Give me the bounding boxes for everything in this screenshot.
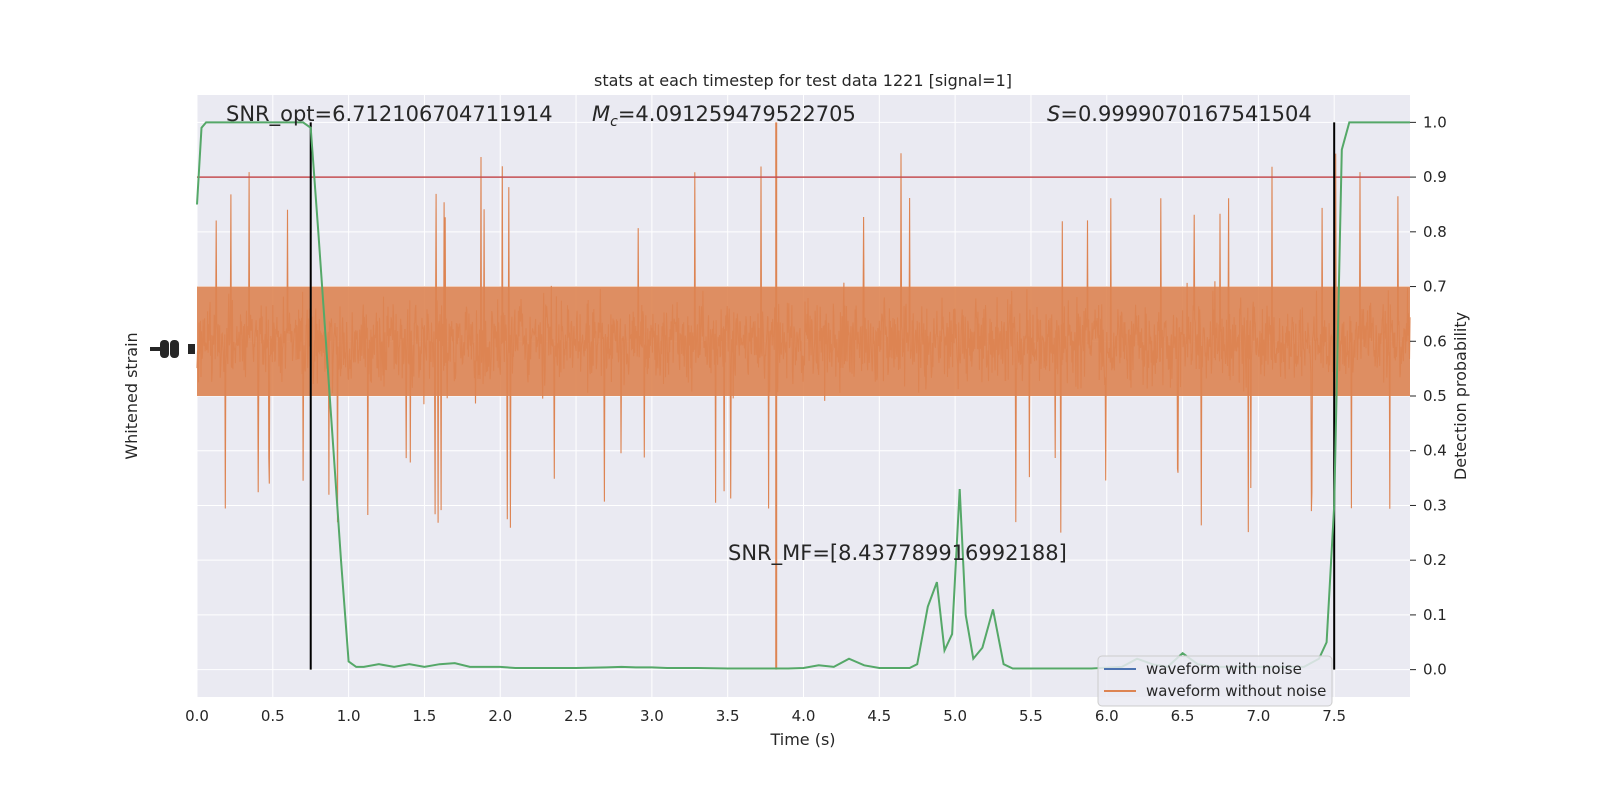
legend-label-without-noise: waveform without noise <box>1146 682 1326 700</box>
x-tick-label: 5.5 <box>1019 707 1043 725</box>
x-tick-label: 4.0 <box>792 707 816 725</box>
y-tick-label: 0.7 <box>1423 278 1447 296</box>
x-tick-label: 1.5 <box>413 707 437 725</box>
y-tick-label: 0.2 <box>1423 551 1447 569</box>
snr-opt-annotation: SNR_opt=6.712106704711914 <box>226 102 553 127</box>
x-tick-label: 0.5 <box>261 707 285 725</box>
y-tick-label: 1.0 <box>1423 113 1447 131</box>
snr-mf-annotation: SNR_MF=[8.437789916992188] <box>728 541 1067 566</box>
x-tick-label: 2.5 <box>564 707 588 725</box>
x-tick-label: 2.0 <box>488 707 512 725</box>
x-tick-label: 0.0 <box>185 707 209 725</box>
y-tick-label: 0.0 <box>1423 661 1447 679</box>
y-tick-label: 0.6 <box>1423 332 1447 350</box>
x-tick-label: 4.5 <box>867 707 891 725</box>
left-axis-clutter <box>150 340 195 358</box>
x-tick-label: 6.0 <box>1095 707 1119 725</box>
strain-dense-band <box>197 286 1410 396</box>
vertical-markers <box>309 122 1336 670</box>
x-tick-label: 5.0 <box>943 707 967 725</box>
x-axis-label: Time (s) <box>769 730 835 749</box>
y-tick-label: 0.9 <box>1423 168 1447 186</box>
x-tick-label: 3.5 <box>716 707 740 725</box>
strain-traces <box>196 122 1411 670</box>
y-tick-label: 0.1 <box>1423 606 1447 624</box>
y-left-axis-label: Whitened strain <box>122 332 141 459</box>
x-tick-label: 3.0 <box>640 707 664 725</box>
x-tick-label: 7.0 <box>1246 707 1270 725</box>
y-tick-label: 0.4 <box>1423 442 1447 460</box>
x-tick-label: 6.5 <box>1171 707 1195 725</box>
legend-box <box>1097 655 1333 707</box>
y-tick-label: 0.3 <box>1423 496 1447 514</box>
y-right-ticks: 0.0 0.1 0.2 0.3 0.4 0.5 0.6 0.7 0.8 0.9 1.0 <box>1410 113 1447 679</box>
chart-title: stats at each timestep for test data 122… <box>594 71 1012 90</box>
mc-annotation: Mc=4.091259479522705 <box>592 102 856 130</box>
y-tick-label: 0.8 <box>1423 223 1447 241</box>
legend: waveform with noise waveform without noi… <box>1097 655 1333 707</box>
legend-label-with-noise: waveform with noise <box>1146 660 1302 678</box>
x-tick-label: 1.0 <box>337 707 361 725</box>
y-right-axis-label: Detection probability <box>1451 312 1470 480</box>
x-ticks: 0.0 0.5 1.0 1.5 2.0 2.5 3.0 3.5 4.0 4.5 5.0 5.5 6.0 6… <box>185 707 1346 725</box>
x-tick-label: 7.5 <box>1322 707 1346 725</box>
y-tick-label: 0.5 <box>1423 387 1447 405</box>
s-annotation: S=0.9999070167541504 <box>1047 102 1312 126</box>
